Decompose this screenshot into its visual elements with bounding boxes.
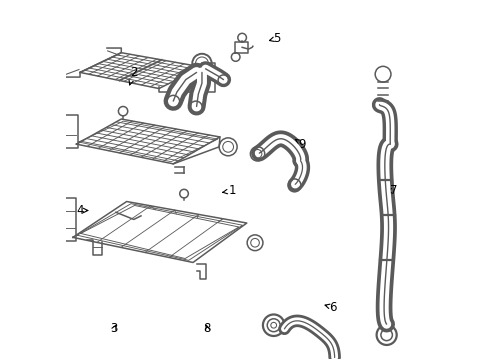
Text: 9: 9 [295,138,306,150]
Text: 1: 1 [223,184,236,197]
Text: 6: 6 [325,301,337,314]
Text: 3: 3 [110,322,118,335]
Text: 7: 7 [387,184,397,197]
Text: 2: 2 [129,66,138,85]
Text: 5: 5 [270,32,281,45]
Text: 4: 4 [76,204,88,217]
Text: 8: 8 [204,322,211,335]
